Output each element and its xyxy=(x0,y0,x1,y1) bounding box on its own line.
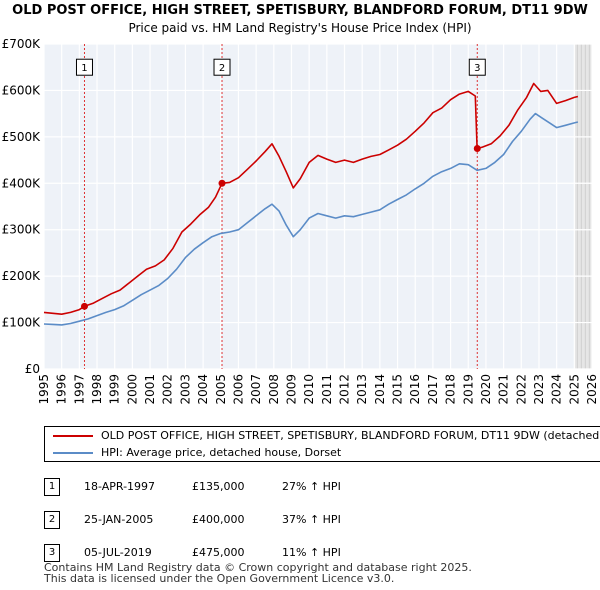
x-tick-label: 2000 xyxy=(125,374,139,405)
x-tick-label: 2026 xyxy=(585,374,599,405)
legend-item-property: OLD POST OFFICE, HIGH STREET, SPETISBURY… xyxy=(45,428,600,444)
sale-date: 05-JUL-2019 xyxy=(84,546,152,559)
x-tick-label: 2010 xyxy=(302,374,316,405)
sale-marker-label: 3 xyxy=(474,63,480,74)
x-tick-label: 2008 xyxy=(267,374,281,405)
plot-background xyxy=(44,44,592,369)
y-tick-label: £600K xyxy=(2,83,42,97)
footer-attribution: Contains HM Land Registry data © Crown c… xyxy=(44,561,472,585)
x-tick-label: 2025 xyxy=(567,374,581,405)
x-tick-label: 1999 xyxy=(108,374,122,405)
x-tick-label: 2024 xyxy=(550,374,564,405)
chart-subtitle: Price paid vs. HM Land Registry's House … xyxy=(128,21,472,35)
sale-point xyxy=(218,179,226,187)
x-tick-label: 2020 xyxy=(479,374,493,405)
legend-swatch-hpi xyxy=(53,452,93,454)
sale-hpi-change: 11% ↑ HPI xyxy=(282,546,341,559)
sale-point xyxy=(80,302,88,310)
x-tick-label: 2022 xyxy=(514,374,528,405)
sale-price: £135,000 xyxy=(192,480,245,493)
sale-point xyxy=(473,144,481,152)
x-tick-label: 2001 xyxy=(143,374,157,405)
sale-number-badge: 2 xyxy=(44,510,60,529)
x-tick-label: 2023 xyxy=(532,374,546,405)
sale-date: 25-JAN-2005 xyxy=(84,513,154,526)
x-tick-label: 2007 xyxy=(249,374,263,405)
x-tick-label: 2018 xyxy=(444,374,458,405)
x-tick-label: 2011 xyxy=(320,374,334,405)
x-tick-label: 2014 xyxy=(373,374,387,405)
sale-price: £400,000 xyxy=(192,513,245,526)
forecast-band xyxy=(574,44,592,369)
x-tick-label: 2021 xyxy=(497,374,511,405)
table-row: 3 05-JUL-2019 £475,000 11% ↑ HPI xyxy=(44,536,402,569)
x-tick-label: 2002 xyxy=(161,374,175,405)
legend: OLD POST OFFICE, HIGH STREET, SPETISBURY… xyxy=(44,426,600,462)
x-tick-label: 1996 xyxy=(55,374,69,405)
y-tick-label: £300K xyxy=(2,223,42,237)
sale-hpi-change: 27% ↑ HPI xyxy=(282,480,341,493)
hpi-series-line xyxy=(43,112,579,326)
x-tick-label: 2003 xyxy=(178,374,192,405)
table-row: 1 18-APR-1997 £135,000 27% ↑ HPI xyxy=(44,470,402,503)
sale-marker-label: 1 xyxy=(81,63,87,74)
x-tick-label: 2005 xyxy=(214,374,228,405)
x-tick-label: 2013 xyxy=(355,374,369,405)
sale-price: £475,000 xyxy=(192,546,245,559)
x-tick-label: 2015 xyxy=(391,374,405,405)
sale-marker-label: 2 xyxy=(219,63,225,74)
x-tick-label: 2004 xyxy=(196,374,210,405)
sale-number-badge: 3 xyxy=(44,543,60,562)
y-tick-label: £200K xyxy=(2,269,42,283)
table-row: 2 25-JAN-2005 £400,000 37% ↑ HPI xyxy=(44,503,402,536)
y-tick-label: £500K xyxy=(2,130,42,144)
sale-hpi-change: 37% ↑ HPI xyxy=(282,513,341,526)
x-tick-label: 2016 xyxy=(408,374,422,405)
legend-label-property: OLD POST OFFICE, HIGH STREET, SPETISBURY… xyxy=(101,429,600,442)
x-tick-label: 2012 xyxy=(338,374,352,405)
sales-table: 1 18-APR-1997 £135,000 27% ↑ HPI 2 25-JA… xyxy=(44,470,402,569)
y-tick-label: £700K xyxy=(2,37,42,51)
legend-label-hpi: HPI: Average price, detached house, Dors… xyxy=(101,446,342,459)
y-tick-label: £0 xyxy=(25,362,40,376)
chart-title: OLD POST OFFICE, HIGH STREET, SPETISBURY… xyxy=(12,3,588,18)
y-tick-label: £400K xyxy=(2,176,42,190)
x-tick-label: 2019 xyxy=(461,374,475,405)
x-tick-label: 1995 xyxy=(37,374,51,405)
price-chart: 1 2 3 £0 £100K £200K £300K £400K £500K £600K £700… xyxy=(2,37,599,405)
property-series-line xyxy=(43,82,579,315)
sale-marker-box xyxy=(468,58,486,76)
x-tick-label: 1997 xyxy=(72,374,86,405)
sale-number-badge: 1 xyxy=(44,477,60,496)
legend-item-hpi: HPI: Average price, detached house, Dors… xyxy=(45,445,600,461)
x-tick-label: 2006 xyxy=(231,374,245,405)
sale-date: 18-APR-1997 xyxy=(84,480,156,493)
x-tick-label: 2017 xyxy=(426,374,440,405)
x-tick-label: 1998 xyxy=(90,374,104,405)
sale-marker-box xyxy=(75,58,93,76)
y-tick-label: £100K xyxy=(2,316,42,330)
sale-marker-box xyxy=(213,58,231,76)
legend-swatch-property xyxy=(53,435,93,437)
x-tick-label: 2009 xyxy=(284,374,298,405)
